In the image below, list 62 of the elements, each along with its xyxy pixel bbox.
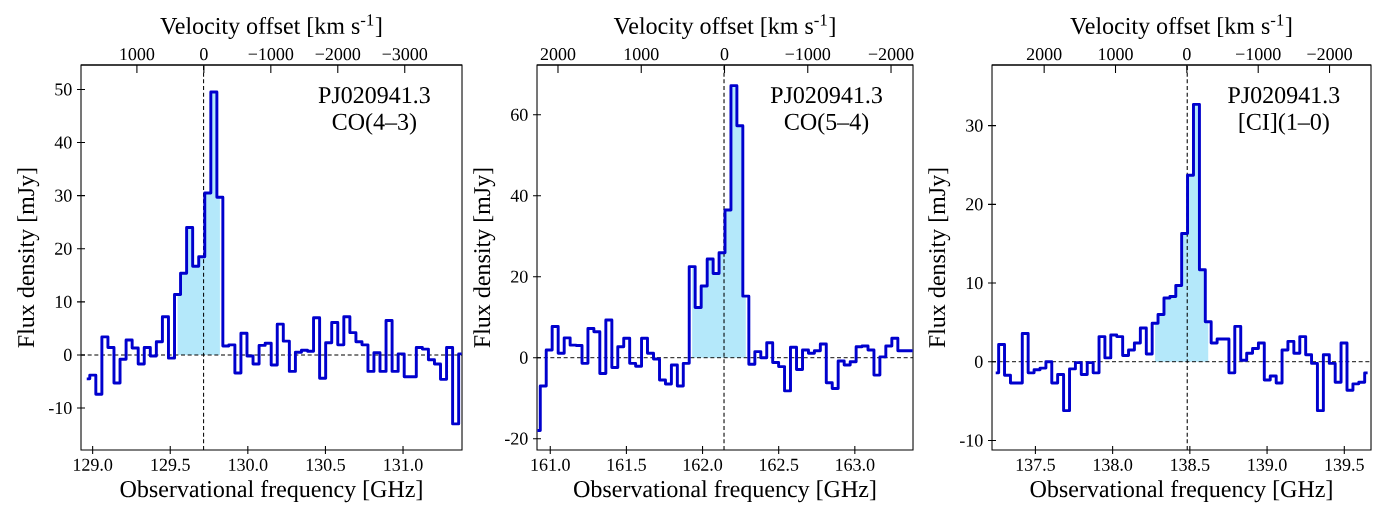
x-tick-label: 130.5 bbox=[306, 458, 345, 471]
y-tick-label: 20 bbox=[55, 242, 72, 255]
x2-tick-label: −1000 bbox=[1236, 48, 1281, 61]
x-tick-label: 130.0 bbox=[229, 458, 268, 471]
x-tick-label: 163.0 bbox=[836, 458, 875, 471]
x2-tick-label: −1000 bbox=[785, 48, 831, 61]
y-tick-label: -10 bbox=[959, 434, 983, 447]
annotation: CO(5–4) bbox=[784, 112, 869, 135]
x-tick-label: 129.5 bbox=[151, 458, 190, 471]
x2-tick-label: 0 bbox=[1183, 48, 1191, 61]
y-tick-label: 0 bbox=[519, 351, 528, 364]
y-axis-title: Flux density [mJy] bbox=[473, 168, 496, 348]
x2-axis-title: Velocity offset [km s$^{-1}$] bbox=[613, 14, 835, 39]
x-axis-title: Observational frequency [GHz] bbox=[120, 480, 422, 503]
y-tick-label: 30 bbox=[55, 189, 72, 202]
y-axis-title: Flux density [mJy] bbox=[928, 168, 951, 348]
x2-tick-label: 1000 bbox=[1099, 48, 1133, 61]
y-tick-label: 0 bbox=[974, 355, 983, 368]
x-tick-label: 138.0 bbox=[1093, 458, 1133, 471]
x-tick-label: 139.0 bbox=[1248, 458, 1287, 471]
y-tick-label: -10 bbox=[48, 401, 72, 415]
x-tick-label: 137.5 bbox=[1016, 458, 1055, 471]
x-tick-label: 139.5 bbox=[1325, 458, 1364, 471]
x2-tick-label: −2000 bbox=[1307, 48, 1352, 61]
x-tick-label: 161.5 bbox=[607, 458, 646, 471]
x2-tick-label: −2000 bbox=[868, 48, 914, 61]
annotation: PJ020941.3 bbox=[770, 87, 882, 104]
y-tick-label: -20 bbox=[504, 432, 528, 445]
y-tick-label: 50 bbox=[55, 83, 72, 96]
x2-tick-label: 0 bbox=[200, 48, 208, 61]
x2-axis-title: Velocity offset [km s$^{-1}$] bbox=[1070, 14, 1292, 39]
x-axis-title: Observational frequency [GHz] bbox=[574, 480, 876, 503]
y-tick-label: 30 bbox=[966, 119, 983, 132]
y-tick-label: 10 bbox=[966, 277, 983, 290]
x2-tick-label: −3000 bbox=[382, 48, 428, 61]
x2-axis-title: Velocity offset [km s$^{-1}$] bbox=[160, 14, 382, 39]
x2-tick-label: 0 bbox=[720, 48, 729, 61]
x2-tick-label: 1000 bbox=[624, 48, 659, 61]
x2-tick-label: −2000 bbox=[315, 48, 361, 61]
x-tick-label: 162.5 bbox=[760, 458, 799, 471]
y-tick-label: 40 bbox=[510, 189, 528, 202]
x-tick-label: 138.5 bbox=[1171, 458, 1210, 471]
x-tick-label: 162.0 bbox=[683, 458, 723, 471]
x-tick-label: 131.0 bbox=[384, 458, 423, 471]
x-tick-label: 161.0 bbox=[531, 458, 570, 471]
y-tick-label: 20 bbox=[966, 198, 983, 211]
annotation: PJ020941.3 bbox=[318, 87, 430, 104]
y-tick-label: 20 bbox=[511, 270, 528, 283]
x2-tick-label: 2000 bbox=[540, 48, 576, 61]
y-tick-label: 60 bbox=[511, 108, 528, 121]
x2-tick-label: −1000 bbox=[248, 48, 294, 61]
x2-tick-label: 1000 bbox=[120, 48, 155, 61]
y-tick-label: 10 bbox=[55, 295, 72, 308]
annotation: PJ020941.3 bbox=[1228, 87, 1340, 104]
annotation: [CI](1–0) bbox=[1239, 113, 1329, 135]
x-axis-title: Observational frequency [GHz] bbox=[1030, 480, 1332, 503]
y-tick-label: 40 bbox=[54, 136, 72, 149]
annotation: CO(4–3) bbox=[332, 113, 416, 135]
x-tick-label: 129.0 bbox=[73, 458, 113, 471]
y-axis-title: Flux density [mJy] bbox=[17, 168, 40, 348]
y-tick-label: 0 bbox=[63, 348, 72, 362]
x2-tick-label: 2000 bbox=[1026, 48, 1062, 61]
